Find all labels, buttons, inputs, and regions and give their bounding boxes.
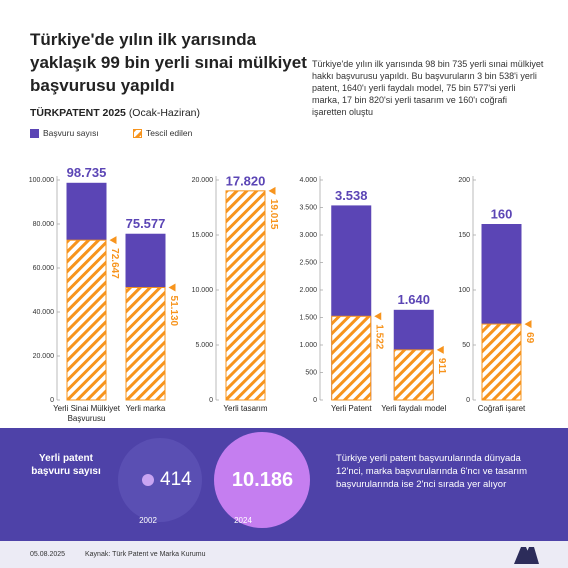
bar-registered — [331, 315, 372, 401]
y-tick-label: 4.000 — [299, 177, 317, 184]
value-label-registered: 911 — [436, 358, 447, 375]
value-label: 3.538 — [335, 188, 368, 203]
charts: 0 20.000 40.000 60.000 80.000 100.000 98.735 72… — [29, 165, 535, 404]
y-tick-label: 60.000 — [33, 265, 55, 272]
y-tick-label: 500 — [305, 369, 317, 376]
bubble-large — [214, 432, 310, 528]
subtitle: TÜRKPATENT 2025 (Ocak-Haziran) — [30, 107, 200, 119]
footer: 05.08.2025 Kaynak: Türk Patent ve Marka … — [0, 541, 568, 568]
bubble-small — [142, 474, 154, 486]
bubble-caption: Yerli patent başvuru sayısı — [31, 453, 101, 477]
y-tick-label: 0 — [313, 397, 317, 404]
value-label-registered: 51.130 — [168, 296, 179, 327]
value-label-registered: 1.522 — [374, 324, 385, 349]
value-label: 98.735 — [67, 165, 107, 180]
y-tick-label: 1.000 — [299, 342, 317, 349]
source: Kaynak: Türk Patent ve Marka Kurumu — [85, 551, 206, 558]
marker — [109, 236, 117, 245]
logo-shape — [514, 547, 539, 564]
y-tick-label: 80.000 — [33, 221, 55, 228]
y-tick-label: 2.500 — [299, 259, 317, 266]
logo — [514, 547, 539, 564]
marker — [374, 312, 382, 321]
value-label-registered: 19.015 — [268, 199, 279, 230]
bar-registered — [66, 239, 107, 401]
y-tick-label: 1.500 — [299, 314, 317, 321]
legend-item: Başvuru sayısı — [30, 128, 99, 138]
x-tick-label: Coğrafi işaret — [477, 404, 526, 413]
marker — [524, 320, 532, 329]
y-tick-label: 15.000 — [192, 232, 214, 239]
value-label: 75.577 — [126, 216, 166, 231]
description: Türkiye'de yılın ilk yarısında 98 bin 73… — [312, 59, 544, 117]
y-tick-label: 3.500 — [299, 204, 317, 211]
legend-label: Tescil edilen — [146, 128, 193, 138]
x-tick-label: Yerli marka — [125, 404, 166, 413]
marker — [268, 186, 276, 195]
bubble-year: 2002 — [139, 516, 157, 525]
bubble-year: 2024 — [234, 516, 252, 525]
x-tick-label: Yerli Sinai Mülkiyet Başvurusu — [53, 404, 120, 423]
bubbles — [118, 432, 310, 528]
legend-swatch — [133, 128, 142, 138]
y-tick-label: 0 — [466, 397, 470, 404]
value-label-registered: 72.647 — [109, 248, 120, 279]
y-tick-label: 20.000 — [192, 177, 214, 184]
y-tick-label: 50 — [462, 342, 470, 349]
bar-registered — [393, 349, 434, 401]
title: Türkiye'de yılın ilk yarısında yaklaşık … — [30, 30, 307, 95]
y-tick-label: 40.000 — [33, 309, 55, 316]
legend-item: Tescil edilen — [133, 128, 192, 138]
bubble-value: 414 — [160, 469, 192, 490]
date: 05.08.2025 — [30, 551, 66, 558]
bar-registered — [125, 287, 166, 401]
y-tick-label: 2.000 — [299, 287, 317, 294]
y-tick-label: 3.000 — [299, 232, 317, 239]
source-label: TÜRKPATENT 2025 — [30, 107, 126, 119]
note: Türkiye yerli patent başvurularında düny… — [336, 453, 528, 490]
bubble-value: 10.186 — [231, 469, 294, 491]
y-tick-label: 0 — [209, 397, 213, 404]
legend-label: Başvuru sayısı — [43, 128, 99, 138]
legend-swatch-box — [133, 128, 142, 138]
bar-registered — [225, 190, 266, 401]
y-tick-label: 0 — [50, 397, 54, 404]
legend-swatch — [30, 128, 39, 138]
bar-registered — [481, 323, 522, 401]
bubble-bg — [118, 438, 202, 522]
value-label: 160 — [491, 206, 513, 221]
y-tick-label: 20.000 — [33, 353, 55, 360]
period: (Ocak-Haziran) — [128, 107, 200, 119]
y-tick-label: 100.000 — [29, 177, 54, 184]
x-tick-label: Yerli faydalı model — [381, 404, 447, 413]
value-label: 17.820 — [226, 173, 266, 188]
bottom-band: Yerli patent başvuru sayısı 414 10.186 2… — [0, 428, 568, 541]
y-tick-label: 10.000 — [192, 287, 214, 294]
y-tick-label: 5.000 — [195, 342, 213, 349]
y-tick-label: 150 — [458, 232, 470, 239]
x-tick-label: Yerli tasarım — [223, 404, 268, 413]
marker — [168, 283, 176, 292]
x-tick-label: Yerli Patent — [330, 404, 372, 413]
marker — [436, 345, 444, 354]
y-tick-label: 200 — [458, 177, 470, 184]
value-label: 1.640 — [397, 292, 430, 307]
value-label-registered: 69 — [524, 332, 535, 344]
y-tick-label: 100 — [458, 287, 470, 294]
